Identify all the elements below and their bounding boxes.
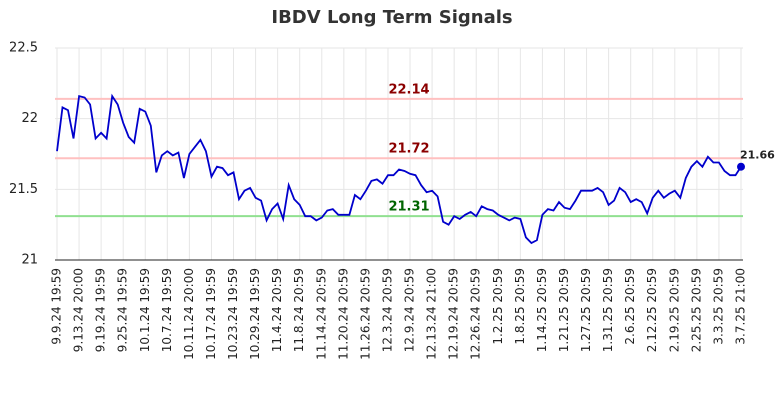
x-tick-label: 10.1.24 19:59 (138, 268, 152, 352)
x-tick-label: 12.26.24 20:59 (469, 268, 483, 360)
signal-label: 22.14 (388, 82, 429, 97)
x-tick-label: 10.11.24 20:00 (182, 268, 196, 360)
x-tick-label: 11.8.24 20:59 (292, 268, 306, 352)
y-tick-label: 21 (21, 253, 38, 268)
x-tick-label: 11.20.24 20:59 (336, 268, 350, 360)
price-line (56, 93, 742, 245)
y-tick-label: 22 (21, 111, 38, 126)
x-tick-label: 12.19.24 20:59 (447, 268, 461, 360)
x-tick-label: 12.13.24 21:00 (425, 268, 439, 360)
last-point (737, 162, 745, 171)
x-tick-label: 3.7.25 21:00 (734, 268, 748, 345)
x-tick-label: 9.9.24 19:59 (50, 268, 64, 345)
x-tick-label: 3.3.25 20:59 (711, 268, 725, 345)
x-tick-label: 1.27.25 20:59 (579, 268, 593, 352)
x-tick-label: 10.7.24 19:59 (160, 268, 174, 352)
x-tick-label: 12.3.24 20:59 (380, 268, 394, 352)
x-tick-label: 10.29.24 19:59 (248, 268, 262, 360)
x-tick-label: 2.25.25 20:59 (689, 268, 703, 352)
x-tick-label: 1.31.25 20:59 (601, 268, 615, 352)
x-tick-label: 1.21.25 20:59 (557, 268, 571, 352)
x-tick-label: 9.19.24 19:59 (94, 268, 108, 352)
signal-label: 21.31 (388, 200, 429, 215)
x-tick-label: 12.9.24 20:59 (403, 268, 417, 352)
signal-label: 21.72 (388, 142, 429, 157)
x-tick-label: 1.14.25 20:59 (535, 268, 549, 352)
x-tick-label: 11.14.24 20:59 (314, 268, 328, 360)
x-tick-label: 9.13.24 20:00 (72, 268, 86, 352)
x-tick-label: 11.4.24 20:59 (270, 268, 284, 352)
y-tick-label: 22.5 (9, 41, 38, 56)
last-value-label: 21.66 (740, 149, 775, 162)
x-tick-label: 1.2.25 20:59 (491, 268, 505, 345)
y-tick-label: 21.5 (9, 182, 38, 197)
x-tick-label: 10.17.24 19:59 (204, 268, 218, 360)
x-tick-label: 1.8.25 20:59 (513, 268, 527, 345)
x-tick-label: 2.12.25 20:59 (645, 268, 659, 352)
x-tick-label: 10.23.24 19:59 (226, 268, 240, 360)
x-tick-label: 11.26.24 20:59 (358, 268, 372, 360)
x-tick-label: 2.19.25 20:59 (667, 268, 681, 352)
x-tick-label: 2.6.25 20:59 (623, 268, 637, 345)
x-tick-label: 9.25.24 19:59 (116, 268, 130, 352)
chart-title: IBDV Long Term Signals (271, 7, 512, 28)
